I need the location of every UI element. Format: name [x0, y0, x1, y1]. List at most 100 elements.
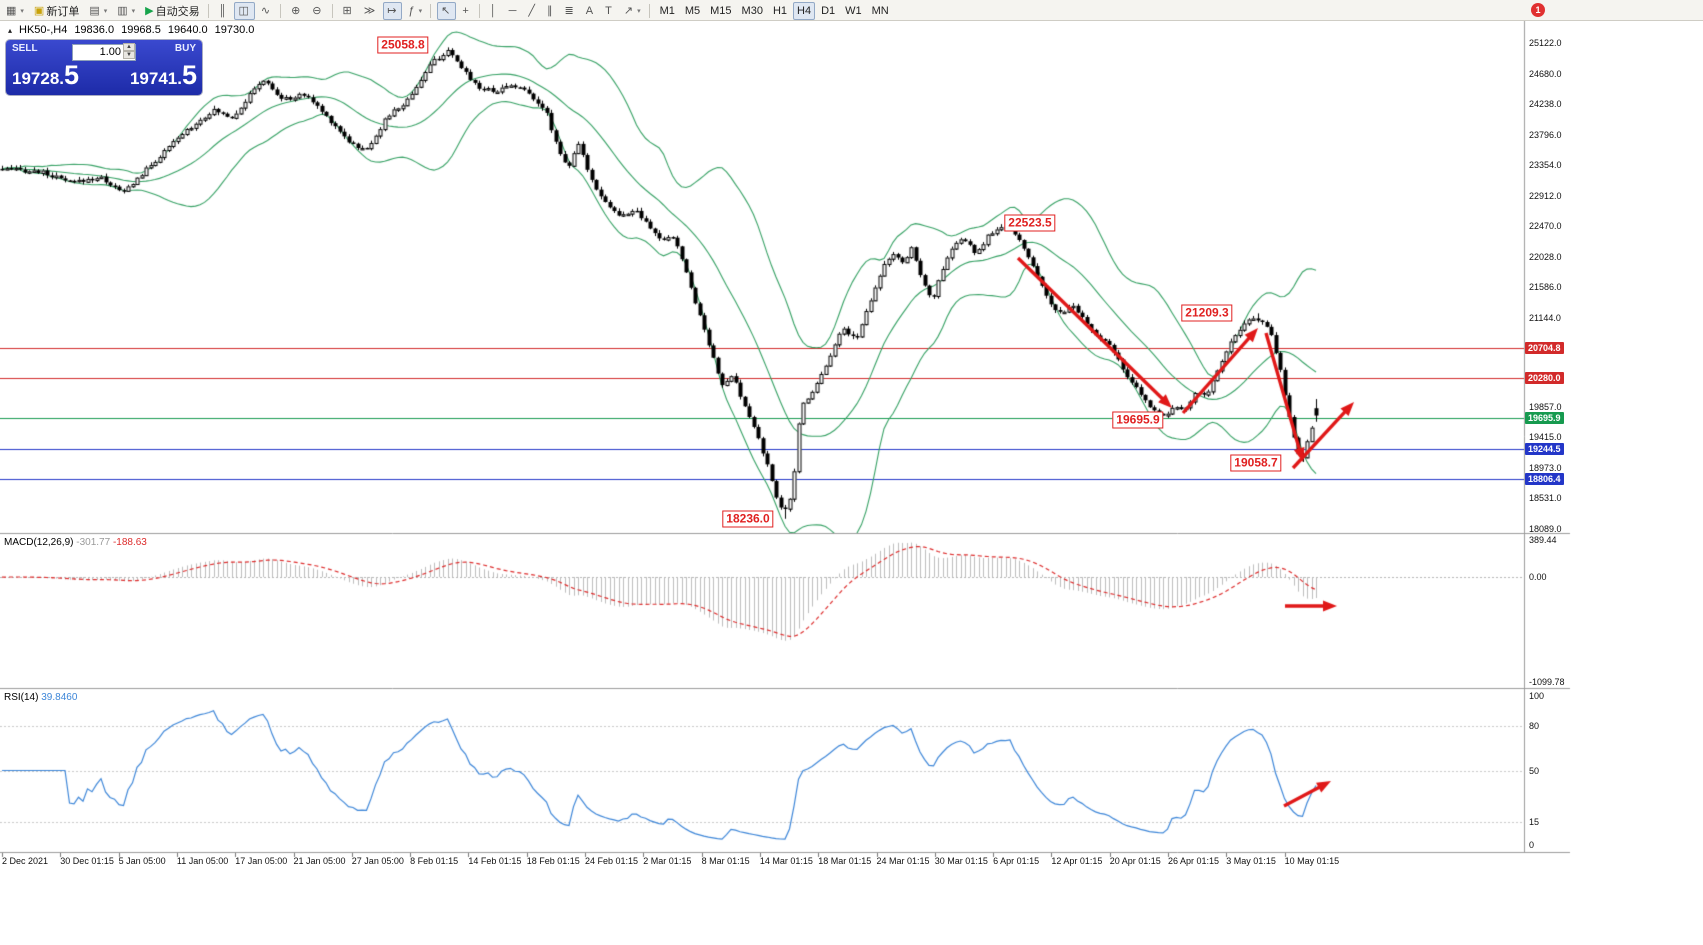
tile-windows-icon: ⊞	[342, 4, 352, 17]
auto-scroll-button[interactable]: ≫	[360, 2, 382, 20]
line-chart-icon: ∿	[260, 4, 271, 17]
volume-spin-down[interactable]: ▼	[123, 51, 135, 59]
arrows-dropdown-icon: ▾	[637, 7, 641, 15]
timeframe-mn-label: MN	[871, 4, 889, 17]
timeframe-w1-label: W1	[845, 4, 862, 17]
timeframe-m1-label: M1	[659, 4, 675, 17]
symbol-period: HK50-,H4	[19, 24, 68, 36]
arrows-icon: ↗	[623, 4, 634, 17]
zoom-in-button[interactable]: ⊕	[287, 2, 306, 20]
toolbar-separator	[478, 4, 480, 18]
timeframe-m5-button[interactable]: M5	[681, 2, 704, 20]
timeframe-d1-button[interactable]: D1	[817, 2, 839, 20]
new-order-button[interactable]: ▣ 新订单	[30, 2, 83, 20]
fibonacci-icon: ≣	[564, 4, 574, 17]
timeframe-m30-label: M30	[741, 4, 763, 17]
new-chart-button[interactable]: ▦ ▾	[2, 2, 28, 20]
timeframe-m5-label: M5	[684, 4, 701, 17]
notification-badge[interactable]: 1	[1531, 3, 1545, 17]
timeframe-h1-button[interactable]: H1	[769, 2, 791, 20]
fibonacci-button[interactable]: ≣	[561, 2, 580, 20]
toolbar-separator	[207, 4, 209, 18]
rsi-label: RSI(14) 39.8460	[4, 692, 77, 703]
timeframe-h1-label: H1	[772, 4, 788, 17]
macd-value-signal: -188.63	[112, 537, 147, 548]
ohlc-open: 19836.0	[74, 24, 115, 36]
macd-value-main: -301.77	[76, 537, 111, 548]
rsi-value: 39.8460	[41, 692, 78, 703]
chart-symbol-header: ▴ HK50-,H4 19836.0 19968.5 19640.0 19730…	[8, 24, 254, 36]
chart-windows-button[interactable]: ▤ ▾	[85, 2, 111, 20]
one-click-trading-panel: SELL 19728.5 BUY 19741.5 ▲ ▼	[6, 40, 202, 95]
line-chart-button[interactable]: ∿	[257, 2, 276, 20]
timeframe-w1-button[interactable]: W1	[841, 2, 866, 20]
timeframe-d1-label: D1	[821, 4, 836, 17]
cursor-icon: ↖	[441, 4, 451, 17]
profiles-icon: ▥	[117, 4, 128, 17]
trend-line-button[interactable]: ╱	[524, 2, 541, 20]
new-chart-dropdown-icon: ▾	[20, 7, 24, 15]
rsi-name: RSI(14)	[4, 692, 39, 703]
chart-windows-dropdown-icon: ▾	[103, 7, 108, 15]
cursor-button[interactable]: ↖	[437, 1, 457, 20]
text-label-button[interactable]: T	[601, 2, 618, 20]
timeframe-h4-button[interactable]: H4	[793, 1, 816, 20]
timeframe-m15-button[interactable]: M15	[706, 2, 735, 20]
new-chart-icon: ▦	[6, 4, 17, 17]
zoom-out-icon: ⊖	[312, 4, 322, 17]
candlestick-chart-button[interactable]: ◫	[234, 1, 255, 20]
ohlc-close: 19730.0	[214, 24, 255, 36]
auto-scroll-icon: ≫	[363, 4, 376, 17]
profiles-dropdown-icon: ▾	[131, 7, 136, 15]
autotrading-button[interactable]: ▶ 自动交易	[141, 2, 203, 20]
timeframe-m30-button[interactable]: M30	[738, 2, 767, 20]
autotrading-label: 自动交易	[155, 5, 200, 18]
buy-label: BUY	[174, 43, 196, 54]
arrows-button[interactable]: ↗ ▾	[620, 2, 645, 20]
horizontal-line-icon: ─	[508, 4, 517, 17]
buy-price: 19741.5	[129, 60, 197, 90]
buy-button[interactable]: BUY 19741.5	[104, 40, 202, 95]
volume-box: ▲ ▼	[72, 42, 136, 61]
toolbar: ▦ ▾ ▣ 新订单 ▤ ▾ ▥ ▾ ▶ 自动交易 ║ ◫ ∿ ⊕ ⊖ ⊞ ≫ ↦ ƒ ▾ ↖ + │ ─ ╱ ∥ ≣ A T ↗ ▾ M1 M5…	[0, 0, 1703, 21]
equidistant-channel-button[interactable]: ∥	[543, 2, 559, 20]
equidistant-channel-icon: ∥	[547, 4, 553, 17]
indicators-button[interactable]: ƒ ▾	[404, 2, 426, 20]
toolbar-separator	[648, 4, 650, 18]
bar-chart-icon: ║	[218, 4, 227, 17]
chart-shift-button[interactable]: ↦	[383, 1, 403, 20]
toolbar-items: ▦ ▾ ▣ 新订单 ▤ ▾ ▥ ▾ ▶ 自动交易 ║ ◫ ∿ ⊕ ⊖ ⊞ ≫ ↦ ƒ ▾ ↖ + │ ─ ╱ ∥ ≣ A T ↗ ▾ M1 M5…	[0, 0, 893, 20]
zoom-in-icon: ⊕	[291, 4, 301, 17]
collapse-panel-icon[interactable]: ▴	[8, 25, 13, 35]
volume-sp{in-up[interactable]: ▲	[123, 43, 135, 51]
indicators-icon: ƒ	[408, 4, 415, 17]
horizontal-line-button[interactable]: ─	[505, 2, 523, 20]
toolbar-separator	[430, 4, 432, 18]
volume-input[interactable]	[72, 43, 136, 61]
timeframe-m1-button[interactable]: M1	[656, 2, 679, 20]
ohlc-low: 19640.0	[167, 24, 208, 36]
zoom-out-button[interactable]: ⊖	[308, 2, 327, 20]
bar-chart-button[interactable]: ║	[215, 2, 233, 20]
macd-name: MACD(12,26,9)	[4, 537, 74, 548]
volume-spinner: ▲ ▼	[123, 43, 135, 59]
vertical-line-icon: │	[489, 4, 497, 17]
timeframe-mn-button[interactable]: MN	[868, 2, 893, 20]
trend-line-icon: ╱	[528, 4, 536, 17]
sell-label: SELL	[12, 43, 38, 54]
new-order-icon: ▣	[33, 4, 45, 17]
crosshair-button[interactable]: +	[458, 2, 474, 20]
profiles-button[interactable]: ▥ ▾	[113, 2, 139, 20]
chart-windows-icon: ▤	[89, 4, 100, 17]
text-button[interactable]: A	[582, 2, 599, 20]
tile-windows-button[interactable]: ⊞	[339, 2, 358, 20]
timeframe-h4-label: H4	[797, 4, 812, 17]
new-order-label: 新订单	[46, 5, 80, 18]
candlestick-chart-icon: ◫	[238, 4, 249, 17]
macd-label: MACD(12,26,9) -301.77 -188.63	[4, 537, 147, 548]
toolbar-separator	[280, 4, 282, 18]
sell-price: 19728.5	[12, 60, 80, 90]
vertical-line-button[interactable]: │	[486, 2, 503, 20]
